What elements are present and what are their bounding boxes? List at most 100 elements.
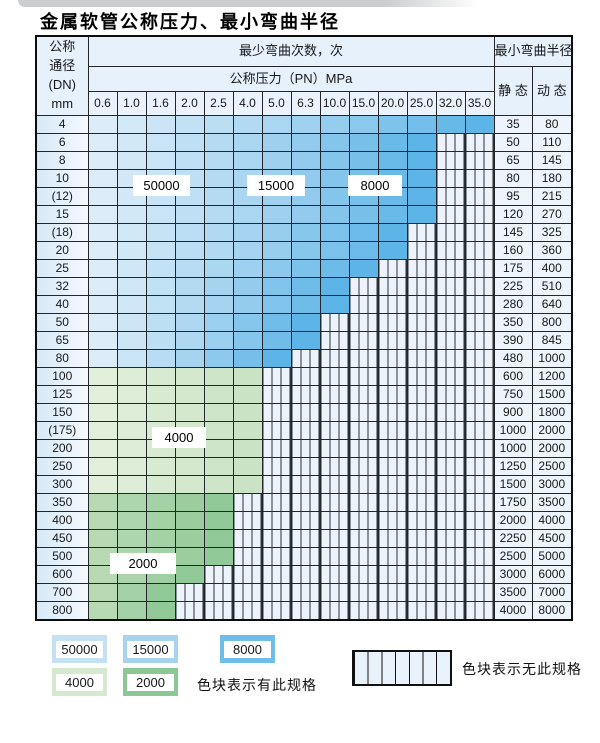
static-cell: 1750 bbox=[493, 493, 533, 512]
static-cell: 350 bbox=[493, 313, 533, 332]
no-spec-cell bbox=[348, 601, 379, 621]
no-spec-cell bbox=[464, 439, 495, 458]
spec-cell bbox=[203, 169, 234, 188]
no-spec-cell bbox=[232, 601, 263, 621]
no-spec-cell bbox=[261, 457, 292, 476]
spec-cell bbox=[232, 439, 263, 458]
no-spec-cell bbox=[232, 565, 263, 584]
no-spec-cell bbox=[435, 313, 466, 332]
spec-cell bbox=[174, 295, 205, 314]
spec-cell bbox=[116, 151, 147, 170]
no-spec-cell bbox=[435, 529, 466, 548]
spec-table-body: 4 35 80 6 50 110 8 65 145 10 80 180 (12) 95 215 15 120 27… bbox=[35, 115, 573, 621]
no-spec-cell bbox=[377, 259, 408, 278]
spec-cell bbox=[377, 241, 408, 260]
spec-cell bbox=[116, 223, 147, 242]
static-cell: 175 bbox=[493, 259, 533, 278]
no-spec-cell bbox=[348, 457, 379, 476]
no-spec-cell bbox=[377, 331, 408, 350]
static-cell: 50 bbox=[493, 133, 533, 152]
spec-cell bbox=[203, 133, 234, 152]
dn-cell: 50 bbox=[35, 313, 89, 332]
spec-cell bbox=[232, 403, 263, 422]
spec-cell bbox=[203, 187, 234, 206]
spec-cell bbox=[232, 223, 263, 242]
no-spec-cell bbox=[377, 583, 408, 602]
spec-cell bbox=[87, 331, 118, 350]
no-spec-cell bbox=[261, 565, 292, 584]
no-spec-cell bbox=[406, 313, 437, 332]
table-row: 65 390 845 bbox=[35, 331, 573, 350]
page-top-strip bbox=[18, 0, 478, 7]
spec-cell bbox=[116, 295, 147, 314]
pressure-header-cell: 2.5 bbox=[203, 91, 234, 116]
dn-cell: 8 bbox=[35, 151, 89, 170]
spec-cell bbox=[174, 403, 205, 422]
pressure-header-cell: 0.6 bbox=[87, 91, 118, 116]
no-spec-cell bbox=[377, 493, 408, 512]
region-label-50000: 50000 bbox=[133, 175, 190, 196]
pressure-values-row: 0.6 1.0 1.6 2.0 2.5 4.0 5.0 6.3 10.0 15.0 20.0 25.0… bbox=[36, 91, 572, 116]
no-spec-cell bbox=[348, 403, 379, 422]
no-spec-cell bbox=[406, 349, 437, 368]
no-spec-cell bbox=[319, 421, 350, 440]
spec-cell bbox=[290, 295, 321, 314]
dn-cell: 200 bbox=[35, 439, 89, 458]
dynamic-cell: 800 bbox=[531, 313, 573, 332]
spec-cell bbox=[174, 115, 205, 134]
spec-cell bbox=[116, 367, 147, 386]
spec-cell bbox=[116, 511, 147, 530]
spec-cell bbox=[261, 223, 292, 242]
no-spec-cell bbox=[406, 529, 437, 548]
no-spec-cell bbox=[406, 403, 437, 422]
spec-cell bbox=[203, 115, 234, 134]
static-cell: 480 bbox=[493, 349, 533, 368]
no-spec-cell bbox=[319, 349, 350, 368]
spec-cell bbox=[319, 259, 350, 278]
no-spec-cell bbox=[435, 295, 466, 314]
spec-cell bbox=[174, 313, 205, 332]
spec-cell bbox=[232, 133, 263, 152]
no-spec-cell bbox=[348, 313, 379, 332]
no-spec-cell bbox=[203, 583, 234, 602]
no-spec-cell bbox=[290, 457, 321, 476]
no-spec-cell bbox=[348, 493, 379, 512]
no-spec-cell bbox=[435, 385, 466, 404]
no-spec-cell bbox=[464, 295, 495, 314]
no-spec-cell bbox=[377, 295, 408, 314]
spec-cell bbox=[145, 313, 176, 332]
spec-cell bbox=[203, 457, 234, 476]
no-spec-cell bbox=[464, 493, 495, 512]
no-spec-cell bbox=[464, 313, 495, 332]
no-spec-cell bbox=[261, 421, 292, 440]
spec-cell bbox=[232, 151, 263, 170]
legend-swatch-4000: 4000 bbox=[52, 668, 107, 696]
spec-cell bbox=[203, 367, 234, 386]
spec-cell bbox=[174, 241, 205, 260]
dn-cell: 250 bbox=[35, 457, 89, 476]
dn-cell: (18) bbox=[35, 223, 89, 242]
spec-cell bbox=[203, 385, 234, 404]
no-spec-cell bbox=[348, 529, 379, 548]
region-label-2000: 2000 bbox=[110, 553, 176, 574]
spec-cell bbox=[116, 493, 147, 512]
no-spec-cell bbox=[377, 421, 408, 440]
no-spec-cell bbox=[377, 529, 408, 548]
dynamic-cell: 180 bbox=[531, 169, 573, 188]
dynamic-cell: 640 bbox=[531, 295, 573, 314]
spec-cell bbox=[203, 259, 234, 278]
static-cell: 280 bbox=[493, 295, 533, 314]
spec-cell bbox=[145, 205, 176, 224]
table-row: 50 350 800 bbox=[35, 313, 573, 332]
spec-cell bbox=[174, 475, 205, 494]
spec-cell bbox=[174, 133, 205, 152]
spec-cell bbox=[87, 403, 118, 422]
spec-table-wrap: 公称 通径 (DN) mm 最少弯曲次数，次 最小弯曲半径 公称压力（PN）MP… bbox=[35, 35, 575, 621]
spec-cell bbox=[232, 349, 263, 368]
table-row: (175) 1000 2000 bbox=[35, 421, 573, 440]
spec-cell bbox=[464, 115, 495, 134]
spec-cell bbox=[406, 151, 437, 170]
no-spec-cell bbox=[319, 601, 350, 621]
dn-header-line: 公称 bbox=[49, 39, 76, 55]
dynamic-cell: 270 bbox=[531, 205, 573, 224]
